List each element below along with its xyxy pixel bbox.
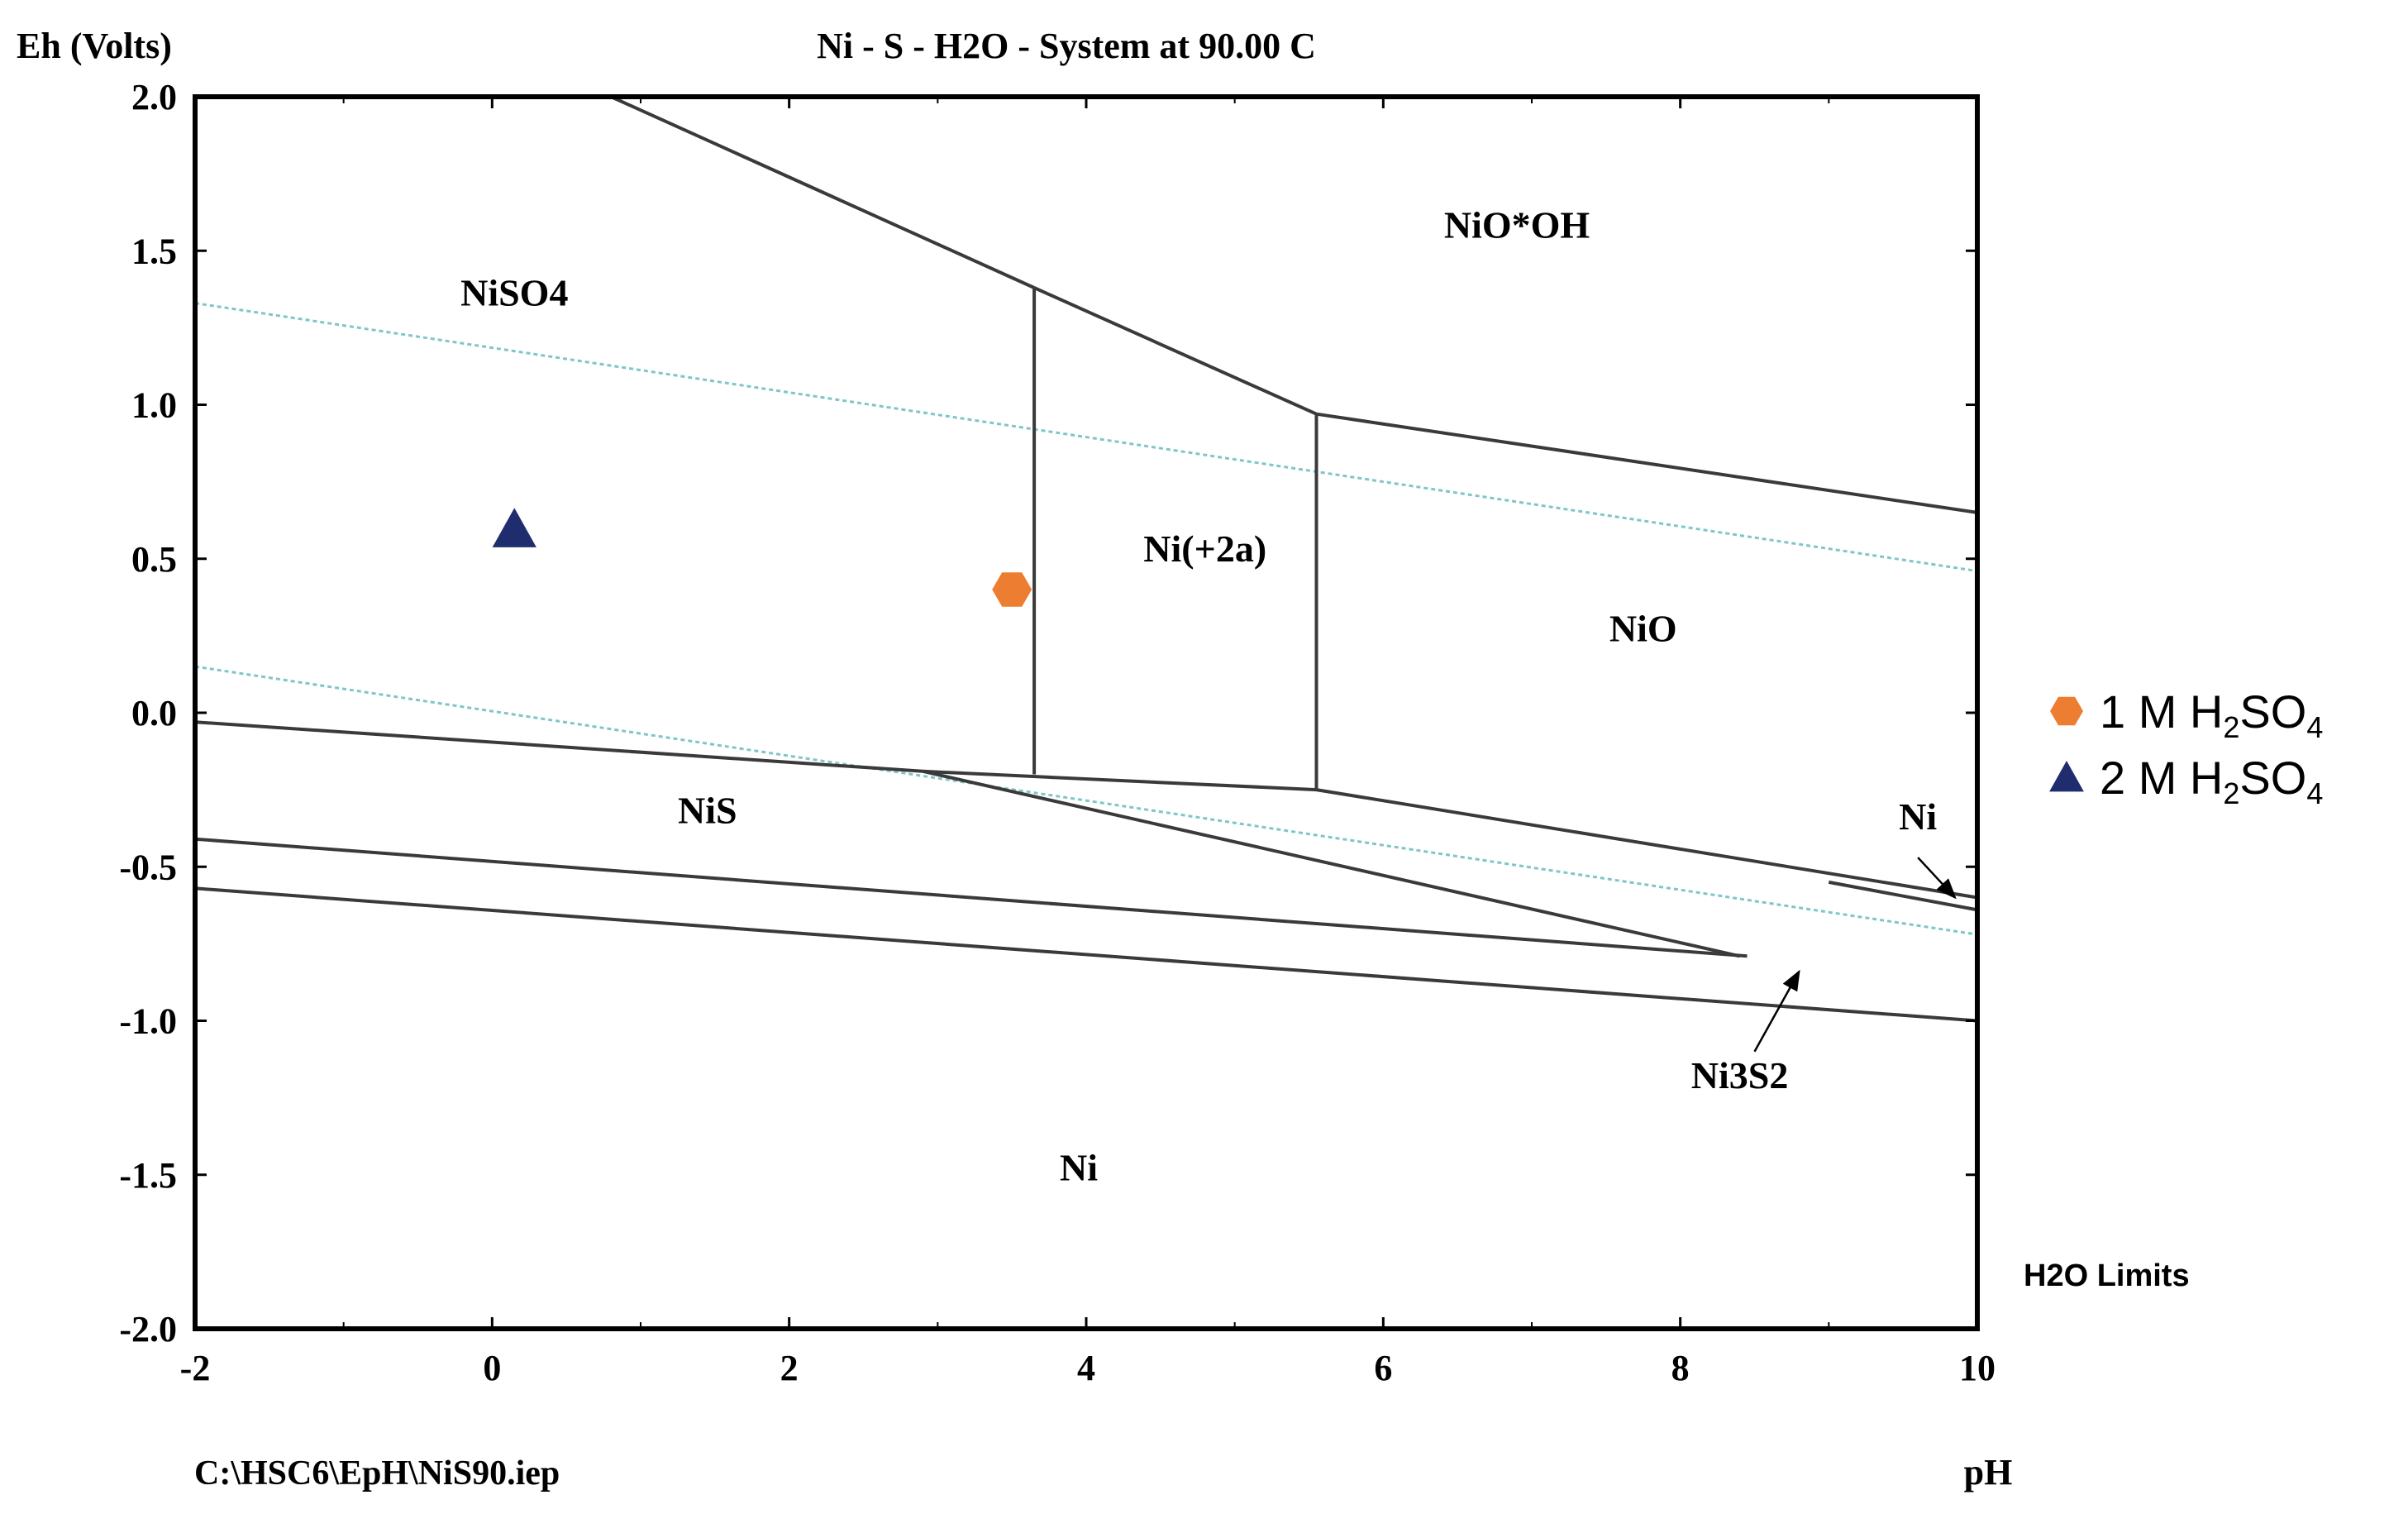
boundary-line-8 [194, 837, 1748, 958]
y-tick-label-7: -1.5 [119, 1155, 177, 1196]
x-tick-label-5: 8 [1671, 1348, 1690, 1388]
x-tick-label-0: -2 [180, 1348, 211, 1388]
annotation-arrow-1 [1753, 969, 1800, 1053]
data-point-series-0-0 [992, 572, 1032, 607]
boundary-line-2 [1316, 412, 1978, 514]
x-tick-label-3: 4 [1077, 1348, 1095, 1388]
water-limit-line-1 [194, 665, 1978, 936]
x-tick-label-6: 10 [1959, 1348, 1996, 1388]
legend-marker-1 [2049, 761, 2084, 792]
region-label-5: Ni [1899, 795, 1937, 838]
axis-ticks: -2 0 2 4 6 8 10 2.0 1.5 1.0 0.5 0.0 -0.5 -1.0 -1.5 -2.0 [119, 77, 1996, 1388]
legend-label-1: 2 M H2SO4 [2100, 752, 2323, 810]
data-point-series-1-0 [492, 508, 536, 547]
boundary-line-1 [1033, 286, 1318, 416]
region-label-6: Ni3S2 [1691, 1054, 1789, 1096]
boundary-line-0 [610, 95, 1035, 289]
y-axis-label: Eh (Volts) [17, 26, 172, 66]
y-tick-label-5: -0.5 [119, 847, 177, 887]
y-tick-label-0: 2.0 [131, 77, 177, 117]
y-tick-label-4: 0.0 [131, 693, 177, 733]
y-tick-label-6: -1.0 [119, 1001, 177, 1042]
region-label-0: NiSO4 [460, 272, 568, 314]
region-label-4: NiS [678, 789, 737, 831]
boundary-line-5 [194, 720, 923, 773]
y-tick-label-3: 0.5 [131, 539, 177, 580]
legend: 1 M H2SO4 2 M H2SO4 [2049, 685, 2323, 810]
file-label: C:\HSC6\EpH\NiS90.iep [194, 1454, 560, 1493]
region-labels: NiSO4 NiO*OH Ni(+2a) NiO NiS Ni Ni3S2 Ni [460, 204, 1937, 1189]
region-label-2: Ni(+2a) [1143, 528, 1266, 570]
y-tick-label-2: 1.0 [131, 385, 177, 426]
water-limit-line-0 [194, 302, 1978, 573]
phase-boundaries [194, 95, 1978, 1023]
chart-title: Ni - S - H2O - System at 90.00 C [817, 26, 1316, 66]
boundary-line-6 [923, 769, 1978, 900]
data-points [492, 508, 1032, 607]
boundary-line-7 [922, 769, 1740, 958]
region-label-3: NiO [1609, 608, 1677, 650]
x-tick-label-4: 6 [1374, 1348, 1392, 1388]
y-tick-label-8: -2.0 [119, 1309, 177, 1349]
legend-marker-0 [2050, 696, 2083, 726]
y-tick-label-1: 1.5 [131, 231, 177, 271]
x-tick-label-2: 2 [780, 1348, 799, 1388]
water-limits [194, 302, 1978, 936]
region-label-1: NiO*OH [1444, 204, 1590, 246]
legend-label-0: 1 M H2SO4 [2100, 685, 2323, 744]
h2o-limits-label: H2O Limits [2024, 1258, 2190, 1293]
annotations [1753, 857, 1957, 1053]
boundary-line-10 [1828, 880, 1978, 912]
x-axis-label: pH [1964, 1452, 2013, 1493]
x-tick-label-1: 0 [483, 1348, 501, 1388]
boundary-line-9 [194, 886, 1978, 1023]
annotation-arrow-0 [1917, 857, 1957, 900]
region-label-7: Ni [1060, 1147, 1098, 1189]
